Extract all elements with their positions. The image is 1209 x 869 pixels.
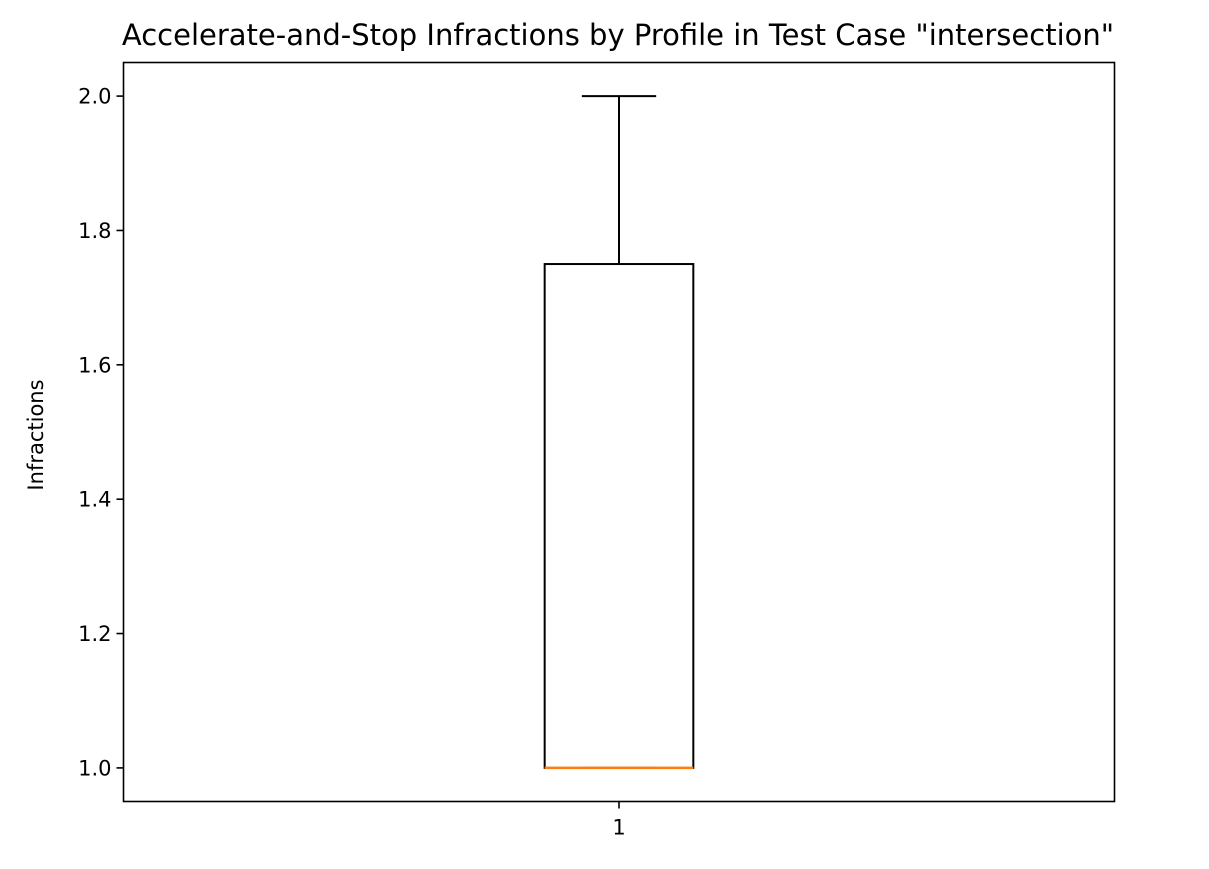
plot-area-frame xyxy=(122,61,1116,803)
x-axis-ticks: 1 xyxy=(612,801,626,840)
y-tick-label: 1.4 xyxy=(78,488,111,512)
x-tick-label: 1 xyxy=(612,816,625,840)
chart-title: Accelerate-and-Stop Infractions by Profi… xyxy=(122,18,1114,52)
y-axis-ticks: 1.0 1.2 1.4 1.6 1.8 2.0 xyxy=(78,85,124,780)
box-plot xyxy=(543,95,695,770)
y-tick-label: 1.6 xyxy=(78,353,111,377)
y-tick-label: 1.8 xyxy=(78,219,111,243)
y-axis-label: Infractions xyxy=(24,379,48,490)
y-tick-label: 1.0 xyxy=(78,756,111,780)
y-tick-label: 1.2 xyxy=(78,622,111,646)
y-tick-label: 2.0 xyxy=(78,85,111,109)
